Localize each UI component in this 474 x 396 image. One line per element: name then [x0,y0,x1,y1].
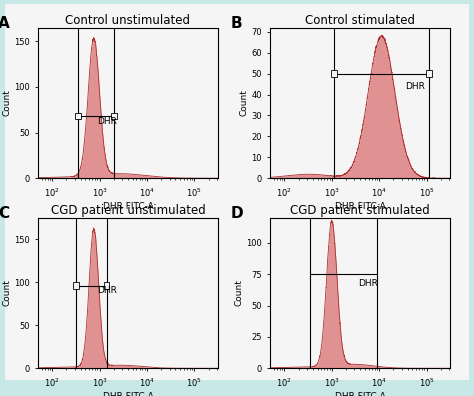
Text: DHR: DHR [358,278,378,287]
Bar [73,282,79,289]
Text: DHR: DHR [97,286,117,295]
X-axis label: DHR FITC-A: DHR FITC-A [102,392,154,396]
Text: C: C [0,206,9,221]
Text: D: D [230,206,243,221]
Title: CGD patient stimulated: CGD patient stimulated [291,204,430,217]
Y-axis label: Count: Count [239,89,248,116]
Title: Control stimulated: Control stimulated [305,13,415,27]
X-axis label: DHR FITC-A: DHR FITC-A [102,202,154,211]
Bar [111,113,117,120]
Text: B: B [230,16,242,30]
Y-axis label: Count: Count [2,280,11,307]
Title: CGD patient unstimulated: CGD patient unstimulated [51,204,205,217]
X-axis label: DHR FITC-A: DHR FITC-A [335,392,386,396]
Bar [75,113,81,120]
Text: DHR: DHR [405,82,425,91]
Text: DHR: DHR [97,117,117,126]
Bar [104,282,109,289]
Y-axis label: Count: Count [234,280,243,307]
Text: A: A [0,16,10,30]
Bar [331,70,337,77]
Title: Control unstimulated: Control unstimulated [65,13,191,27]
Y-axis label: Count: Count [2,89,11,116]
X-axis label: DHR FITC-A: DHR FITC-A [335,202,386,211]
Bar [426,70,432,77]
